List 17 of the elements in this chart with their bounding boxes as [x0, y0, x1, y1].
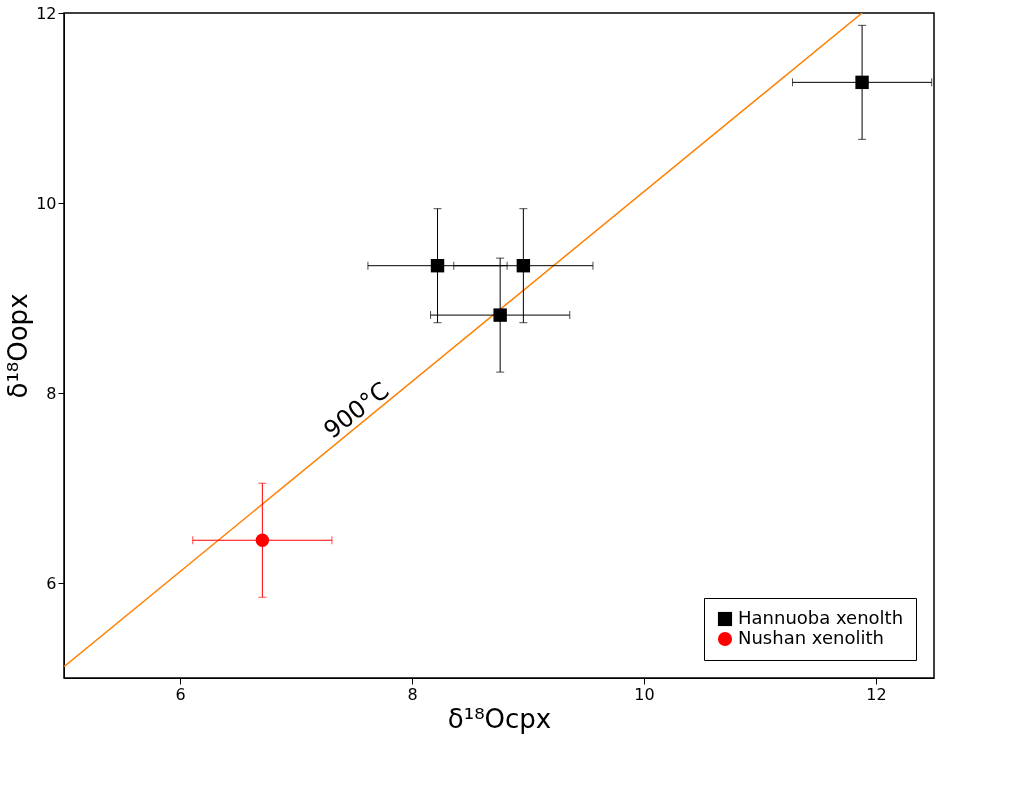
- point: [430, 258, 445, 273]
- point: [255, 533, 270, 547]
- point: [493, 308, 507, 322]
- y-tick-label: 6: [46, 573, 57, 593]
- y-tick-label: 12: [36, 3, 57, 23]
- legend-label: Nushan xenolith: [738, 627, 884, 648]
- legend-label: Hannuoba xenolth: [738, 607, 904, 628]
- x-tick-label: 8: [407, 684, 418, 704]
- point: [855, 75, 869, 90]
- point: [516, 258, 531, 273]
- y-axis-title: δ¹⁸Oopx: [3, 293, 34, 399]
- y-tick-label: 8: [46, 383, 57, 403]
- x-tick-label: 6: [175, 684, 186, 704]
- x-tick-label: 10: [634, 684, 655, 704]
- x-tick-label: 12: [866, 684, 887, 704]
- y-tick-label: 10: [36, 193, 57, 213]
- x-axis-title: δ¹⁸Ocpx: [447, 703, 552, 734]
